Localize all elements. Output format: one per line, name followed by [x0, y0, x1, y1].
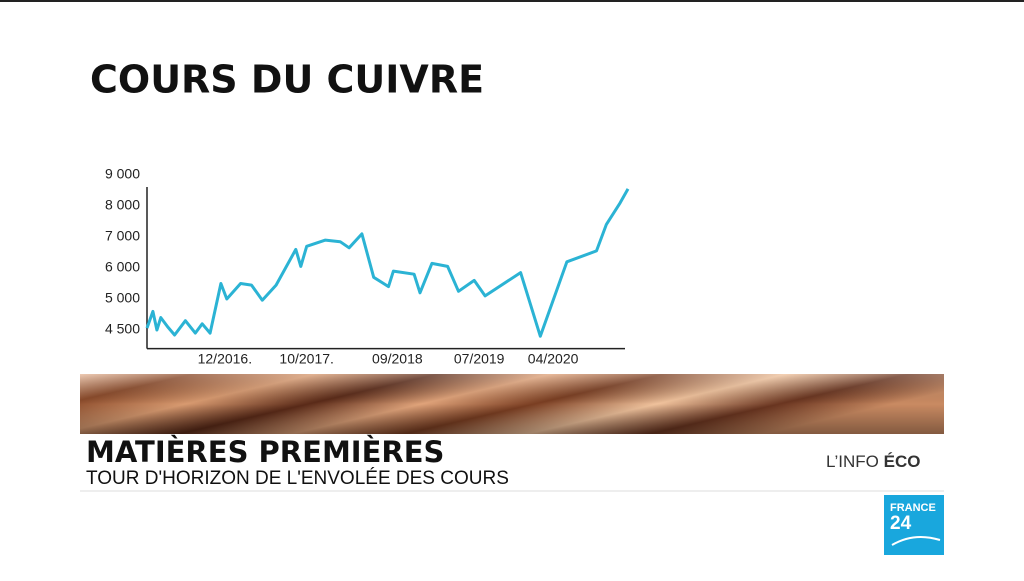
logo-swoosh — [891, 535, 941, 546]
x-tick-label: 10/2017. — [279, 350, 334, 366]
y-tick-label: 6 000 — [105, 259, 140, 275]
x-tick-label: 04/2020 — [528, 350, 579, 366]
plot: 4 500 5 000 6 000 7 000 8 000 9 000 12/2016. 10… — [105, 166, 630, 366]
logo-top: FRANCE — [890, 502, 936, 514]
copper-shade — [80, 374, 944, 434]
x-tick-label: 07/2019 — [454, 350, 505, 366]
show-tag: L’INFO ÉCO — [826, 452, 920, 471]
price-line — [145, 188, 630, 338]
x-tick-label: 12/2016. — [198, 350, 253, 366]
y-tick-label: 4 500 — [105, 321, 140, 337]
banner-subtitle: TOUR D'HORIZON DE L'ENVOLÉE DES COURS — [86, 468, 509, 489]
banner-title: MATIÈRES PREMIÈRES — [86, 435, 444, 469]
show-tag-bold: ÉCO — [884, 452, 921, 471]
logo-bottom: 24 — [890, 513, 912, 534]
banner — [80, 434, 944, 558]
chart-title: COURS DU CUIVRE — [90, 58, 484, 102]
y-tick-label: 5 000 — [105, 290, 140, 306]
show-tag-light: L’INFO — [826, 452, 879, 471]
y-tick-label: 8 000 — [105, 197, 140, 213]
x-tick-label: 09/2018 — [372, 350, 423, 366]
y-tick-label: 7 000 — [105, 228, 140, 244]
y-tick-label: 9 000 — [105, 166, 140, 182]
